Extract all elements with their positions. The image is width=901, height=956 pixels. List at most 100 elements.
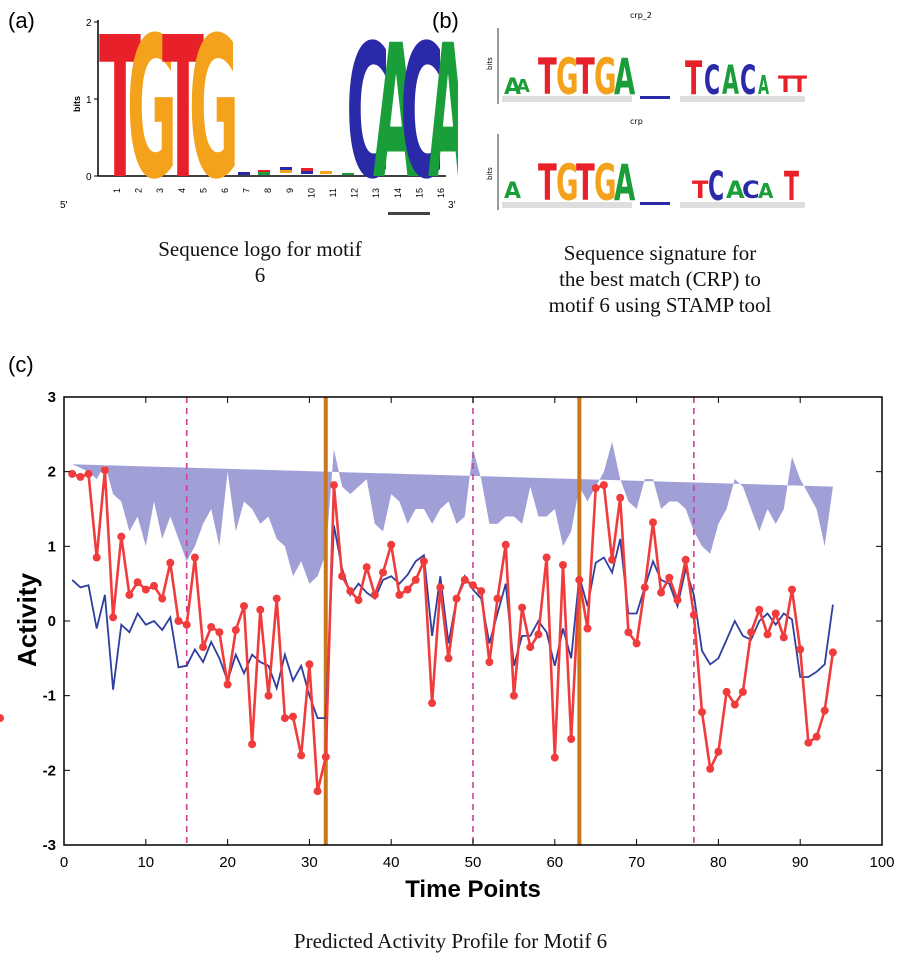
caption-b-line2: the best match (CRP) to <box>559 267 761 291</box>
series-motif-point <box>387 540 396 549</box>
series-motif-point <box>403 585 412 594</box>
logo-a-letter-13: C <box>346 12 390 220</box>
series-motif-point <box>550 753 559 762</box>
logo-a-position-2: 2 <box>134 188 144 193</box>
svg-text:T: T <box>576 48 595 106</box>
series-motif-point <box>796 645 805 654</box>
series-motif-line <box>71 470 835 792</box>
svg-text:C: C <box>708 163 724 210</box>
series-motif-point <box>730 700 739 709</box>
logo-a-position-9: 9 <box>285 188 295 193</box>
series-motif-point <box>485 658 494 667</box>
series-motif-point <box>338 572 347 581</box>
series-motif-point <box>518 603 527 612</box>
series-motif-point <box>240 602 248 611</box>
svg-text:A: A <box>726 176 745 204</box>
series-motif-point <box>444 654 453 663</box>
caption-b: Sequence signature for the best match (C… <box>500 240 820 318</box>
series-motif-point <box>820 706 829 715</box>
series-motif-point <box>231 626 240 634</box>
x-tick-label: 40 <box>383 854 400 871</box>
y-tick-label: -3 <box>43 837 56 854</box>
series-motif-point <box>706 764 715 773</box>
series-motif-point <box>346 587 355 596</box>
series-motif-point <box>583 624 592 633</box>
logo-a-letter-3: T <box>162 12 204 222</box>
series-motif-point <box>689 611 698 619</box>
logo-a-5prime: 5' <box>60 200 68 211</box>
logo-a-letter-4: G <box>189 12 239 222</box>
svg-text:G: G <box>594 154 617 212</box>
series-motif-point <box>657 588 666 597</box>
caption-a-line2: 6 <box>254 263 266 287</box>
series-motif-point <box>779 633 788 642</box>
series-motif-point <box>117 532 126 541</box>
series-motif-point <box>84 469 93 478</box>
series-motif-point <box>256 605 265 614</box>
caption-c: Predicted Activity Profile for Motif 6 <box>293 929 608 953</box>
x-axis-label: Time Points <box>405 876 541 903</box>
y-tick-label: 1 <box>48 538 56 555</box>
logo-a-letter-16: A <box>428 12 458 220</box>
series-motif-point <box>150 581 158 590</box>
svg-text:A: A <box>758 179 774 203</box>
y-tick-label: 2 <box>48 464 56 481</box>
y-tick-label: 0 <box>48 613 56 630</box>
stamp-bottom-logo: A T G T G A T C A C A T <box>502 154 805 212</box>
series-motif-point <box>411 575 420 584</box>
series-motif-point <box>681 555 690 564</box>
svg-text:G: G <box>594 48 617 106</box>
series-motif-point <box>182 620 191 629</box>
logo-a-position-4: 4 <box>177 188 187 193</box>
logo-a-credit-mark <box>388 212 430 215</box>
series-motif-point <box>370 590 379 599</box>
logo-a-position-3: 3 <box>155 188 165 193</box>
series-motif-point <box>804 738 813 747</box>
x-tick-label: 50 <box>465 854 482 871</box>
series-motif-point <box>747 628 756 637</box>
x-tick-label: 90 <box>792 854 809 871</box>
series-motif-point <box>738 687 747 696</box>
series-motif-point <box>755 605 764 614</box>
logo-a-letter-15: C <box>400 12 444 220</box>
svg-text:T: T <box>692 176 709 204</box>
stamp-top-logo: A A T G T G A T C A C A T T <box>502 48 807 106</box>
logo-a-letter-1: T <box>99 12 141 222</box>
series-motif-point <box>698 708 706 717</box>
series-motif-point <box>92 553 101 562</box>
y-tick-label: 3 <box>48 389 56 406</box>
stamp-bottom-title: crp <box>630 117 643 126</box>
series-motif-point <box>354 596 363 605</box>
y-tick-label: -1 <box>43 688 56 705</box>
svg-text:A: A <box>504 75 521 100</box>
x-tick-label: 0 <box>60 854 68 871</box>
svg-text:G: G <box>556 48 579 106</box>
logo-a-ytick-1: 1 <box>86 95 92 106</box>
logo-a-position-12: 12 <box>350 188 360 198</box>
logo-a-position-13: 13 <box>371 188 381 198</box>
series-motif-point <box>828 648 837 657</box>
series-motif-point <box>264 691 273 700</box>
svg-text:A: A <box>504 179 521 204</box>
activity-profile-chart: 0 10 20 30 40 50 60 70 80 90 100 -3 -2 -1 0 1 2 3 Time Po… <box>0 389 895 903</box>
svg-text:C: C <box>704 57 720 104</box>
svg-text:T: T <box>685 52 703 105</box>
logo-a-ytick-0: 0 <box>86 172 92 183</box>
svg-text:A: A <box>516 76 530 97</box>
series-motif-point <box>166 558 175 567</box>
series-motif-point <box>289 712 297 721</box>
series-motif-point <box>608 555 617 564</box>
x-tick-label: 60 <box>546 854 563 871</box>
series-motif-point <box>673 596 682 605</box>
svg-text:C: C <box>742 176 760 204</box>
svg-text:A: A <box>614 154 636 212</box>
series-motif-point <box>215 628 224 637</box>
logo-a-low-info-letters <box>238 167 354 175</box>
logo-a-3prime: 3' <box>448 200 456 211</box>
series-motif-point <box>763 630 772 639</box>
y-axis-label: Activity <box>12 573 42 667</box>
logo-a-position-10: 10 <box>306 188 316 198</box>
stamp-top-ylabel: bits <box>486 57 494 70</box>
logo-a-position-7: 7 <box>242 188 252 193</box>
series-motif-point <box>68 469 77 478</box>
